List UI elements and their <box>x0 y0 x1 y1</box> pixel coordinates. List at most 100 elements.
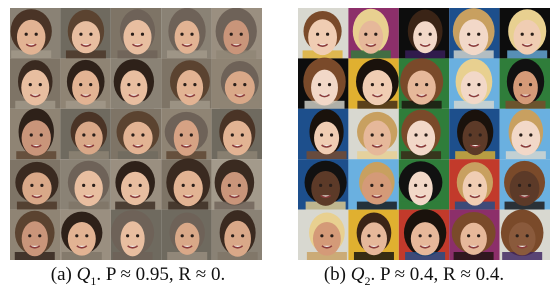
mouth <box>235 95 245 97</box>
eye <box>320 133 323 136</box>
mouth <box>420 44 430 46</box>
eye <box>529 83 532 86</box>
eye <box>191 234 194 237</box>
eye <box>526 234 529 237</box>
eye <box>516 234 519 237</box>
face <box>123 122 152 154</box>
mouth <box>372 145 382 147</box>
eye <box>92 133 95 136</box>
face <box>72 21 100 53</box>
eye <box>243 83 246 86</box>
eye <box>29 83 32 86</box>
mouth <box>183 195 193 197</box>
face <box>359 21 383 54</box>
caption-text: . P ≈ 0.4, R ≈ 0.4. <box>371 264 505 285</box>
face <box>513 71 538 104</box>
face <box>120 70 147 105</box>
image-grid-b <box>298 8 550 260</box>
face <box>363 120 391 155</box>
eye <box>467 83 470 86</box>
eye <box>467 33 470 36</box>
mouth <box>231 44 241 46</box>
eye <box>478 184 481 187</box>
mouth <box>416 145 426 147</box>
eye <box>377 234 380 237</box>
mouth <box>321 195 331 197</box>
eye <box>238 184 241 187</box>
eye <box>380 184 383 187</box>
eye <box>477 33 480 36</box>
face <box>22 221 48 256</box>
mouth <box>229 195 239 197</box>
eye <box>477 234 480 237</box>
eye <box>141 133 144 136</box>
eye <box>415 83 418 86</box>
face <box>459 19 488 55</box>
mouth <box>133 145 143 147</box>
mouth <box>522 44 532 46</box>
face <box>511 121 540 156</box>
eye <box>39 83 42 86</box>
eye <box>477 83 480 86</box>
eye <box>28 234 31 237</box>
face <box>174 171 203 207</box>
face <box>21 70 49 106</box>
mouth <box>182 246 192 248</box>
mouth <box>372 95 382 97</box>
eye <box>414 133 417 136</box>
face <box>463 171 488 206</box>
caption-symbol: Q <box>351 264 365 285</box>
caption-symbol: Q <box>77 264 91 285</box>
face <box>223 20 249 54</box>
face <box>121 172 149 205</box>
face <box>123 20 151 55</box>
mouth <box>30 95 40 97</box>
eye <box>181 234 184 237</box>
eye <box>230 33 233 36</box>
face <box>514 20 541 55</box>
face <box>175 223 200 255</box>
mouth <box>420 246 430 248</box>
eye <box>319 184 322 187</box>
eye <box>316 33 319 36</box>
eye <box>467 234 470 237</box>
face <box>314 122 339 155</box>
eye <box>30 133 33 136</box>
mouth <box>469 44 479 46</box>
eye <box>131 133 134 136</box>
mouth <box>132 44 142 46</box>
mouth <box>470 145 480 147</box>
eye <box>330 234 333 237</box>
eye <box>231 133 234 136</box>
caption-a: (a) Q1. P ≈ 0.95, R ≈ 0. <box>0 264 276 289</box>
face <box>225 71 255 104</box>
face <box>224 221 251 257</box>
face <box>509 222 536 255</box>
eye <box>82 184 85 187</box>
mouth <box>182 44 192 46</box>
face <box>409 171 433 205</box>
eye <box>381 133 384 136</box>
mouth <box>318 44 328 46</box>
face <box>407 121 435 156</box>
eye <box>190 133 193 136</box>
eye <box>528 184 531 187</box>
face <box>510 171 540 206</box>
mouth <box>128 246 138 248</box>
mouth <box>322 246 332 248</box>
mouth <box>232 145 242 147</box>
eye <box>233 83 236 86</box>
eye <box>424 184 427 187</box>
eye <box>241 234 244 237</box>
eye <box>479 133 482 136</box>
eye <box>79 83 82 86</box>
eye <box>241 133 244 136</box>
eye <box>419 234 422 237</box>
mouth <box>517 246 527 248</box>
figure: (a) Q1. P ≈ 0.95, R ≈ 0. (b) Q2. P ≈ 0.4… <box>0 0 552 292</box>
eye <box>183 83 186 86</box>
mouth <box>81 95 91 97</box>
eye <box>79 33 82 36</box>
eye <box>190 33 193 36</box>
eye <box>468 184 471 187</box>
